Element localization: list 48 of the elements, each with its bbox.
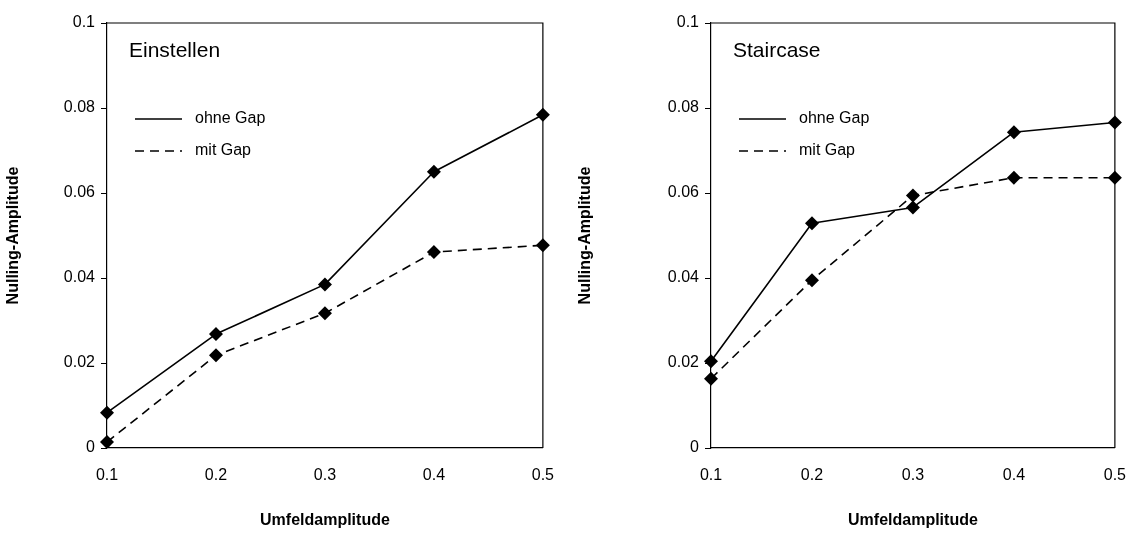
legend-label: mit Gap (195, 141, 252, 159)
y-tick-label: 0.04 (667, 268, 700, 286)
point (208, 348, 223, 363)
y-tick-label: 0.08 (667, 98, 700, 116)
text: Einstellen (129, 37, 221, 61)
text: Staircase (733, 37, 821, 61)
x-axis-title: Umfeldamplitude (848, 510, 978, 528)
point (905, 200, 920, 215)
x-tick-label: 0.5 (1103, 466, 1127, 484)
point (208, 327, 223, 342)
point (804, 216, 819, 231)
point (1006, 125, 1021, 140)
point (426, 164, 441, 179)
point (426, 245, 441, 260)
y-tick-label: 0.06 (63, 183, 96, 201)
point (704, 354, 718, 369)
y-axis-title: Nulling-Amplitude (576, 166, 594, 305)
point (905, 188, 920, 203)
y-tick-label: 0.04 (63, 268, 96, 286)
y-tick-label: 0.08 (63, 98, 96, 116)
legend-label: ohne Gap (799, 109, 870, 127)
x-tick-label: 0.3 (313, 466, 337, 484)
x-tick-label: 0.4 (422, 466, 446, 484)
legend-label: ohne Gap (195, 109, 266, 127)
y-tick-label: 0.06 (667, 183, 700, 201)
point (804, 273, 819, 288)
x-tick-label: 0.1 (699, 466, 723, 484)
legend-label: mit Gap (799, 141, 856, 159)
y-tick-label: 0.02 (667, 353, 700, 371)
point (317, 277, 332, 292)
x-tick-label: 0.4 (1002, 466, 1026, 484)
point (317, 306, 332, 321)
point (100, 405, 114, 420)
y-tick-label: 0.1 (676, 13, 700, 31)
point (100, 435, 114, 448)
x-tick-label: 0.5 (531, 466, 555, 484)
y-tick-label: 0.02 (63, 353, 96, 371)
x-axis-title: Umfeldamplitude (260, 510, 390, 528)
x-tick-label: 0.1 (95, 466, 119, 484)
x-tick-label: 0.3 (901, 466, 925, 484)
y-tick-label: 0 (690, 438, 700, 456)
point (704, 371, 718, 386)
y-tick-label: 0 (86, 438, 96, 456)
x-tick-label: 0.2 (800, 466, 824, 484)
y-tick-label: 0.1 (72, 13, 96, 31)
point (1006, 170, 1021, 185)
y-axis-title: Nulling-Amplitude (4, 166, 22, 305)
x-tick-label: 0.2 (204, 466, 228, 484)
